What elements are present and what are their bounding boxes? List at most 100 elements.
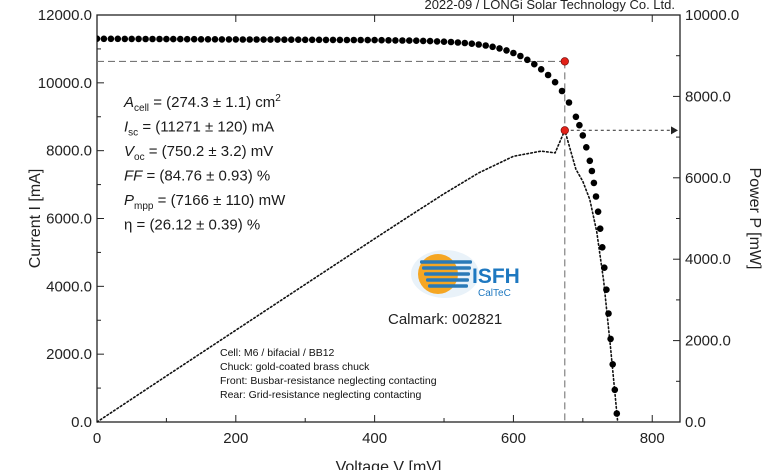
- y-axis-right: 0.0 2000.0 4000.0 6000.0 8000.0 10000.0 Power …: [673, 7, 763, 431]
- current-point: [239, 36, 247, 43]
- current-point: [531, 60, 538, 68]
- current-point: [475, 41, 483, 48]
- current-point: [128, 35, 135, 43]
- current-point: [586, 157, 594, 165]
- logo-stripe: [422, 266, 471, 270]
- current-point: [537, 66, 545, 73]
- current-point: [590, 179, 598, 187]
- current-point: [596, 225, 604, 232]
- parameter-line: FF = (84.76 ± 0.93) %: [124, 168, 270, 185]
- current-point: [447, 38, 455, 46]
- current-point: [274, 36, 281, 43]
- current-point: [588, 167, 596, 175]
- current-point: [204, 36, 212, 43]
- current-point: [315, 36, 323, 44]
- mpp-power-arrow: [671, 126, 678, 135]
- parameter-symbol: η: [124, 217, 132, 234]
- current-point: [322, 36, 330, 44]
- current-point: [107, 35, 115, 43]
- y-right-tick-label: 10000.0: [685, 7, 739, 24]
- logo-stripe: [426, 278, 469, 282]
- parameter-subscript: cell: [134, 103, 149, 114]
- current-point: [551, 78, 559, 86]
- parameter-line: Acell = (274.3 ± 1.1) cm2: [123, 93, 281, 114]
- current-point: [517, 52, 524, 60]
- y-left-tick-label: 8000.0: [46, 143, 92, 160]
- current-point: [524, 56, 531, 64]
- parameter-symbol: FF: [124, 168, 143, 185]
- y-left-tick-label: 12000.0: [38, 7, 92, 24]
- current-point: [601, 264, 608, 272]
- y-left-tick-label: 6000.0: [46, 211, 92, 228]
- plot-area: [97, 35, 678, 423]
- calmark-label: Calmark: 002821: [388, 311, 502, 328]
- current-point: [301, 36, 309, 44]
- y-right-tick-label: 6000.0: [685, 170, 731, 187]
- note-line: Rear: Grid-resistance neglecting contact…: [220, 389, 422, 401]
- current-point: [142, 35, 149, 43]
- current-point: [594, 208, 602, 215]
- current-point: [156, 35, 163, 43]
- current-point: [260, 36, 267, 43]
- current-point: [343, 36, 351, 44]
- current-point: [177, 35, 184, 43]
- parameter-line: Voc = (750.2 ± 3.2) mV: [124, 143, 273, 163]
- y-left-tick-label: 2000.0: [46, 346, 92, 363]
- cell-notes: Cell: M6 / bifacial / BB12 Chuck: gold-co…: [220, 347, 437, 401]
- current-point: [183, 35, 191, 43]
- parameter-subscript: sc: [128, 128, 138, 139]
- current-point: [607, 335, 614, 343]
- current-point: [454, 39, 462, 46]
- current-point: [611, 386, 619, 394]
- current-point: [190, 35, 198, 43]
- parameter-value: = (7166 ± 110) mW: [153, 192, 286, 209]
- y-right-tick-label: 4000.0: [685, 251, 731, 268]
- x-tick-label: 200: [223, 430, 248, 447]
- parameter-value: = (26.12 ± 0.39) %: [132, 217, 260, 234]
- y-left-tick-label: 0.0: [71, 414, 92, 431]
- current-point: [579, 132, 587, 139]
- parameter-symbol: I: [124, 119, 128, 136]
- parameters-block: Acell = (274.3 ± 1.1) cm2 Isc = (11271 ± …: [123, 93, 286, 234]
- logo-stripe: [420, 260, 472, 264]
- current-point: [572, 113, 580, 121]
- current-point: [329, 36, 337, 44]
- current-point: [267, 36, 274, 43]
- parameter-value: = (11271 ± 120) mA: [138, 119, 274, 136]
- mpp-current-marker: [560, 57, 569, 66]
- current-point: [489, 43, 496, 51]
- current-point: [503, 47, 510, 54]
- current-point: [364, 36, 372, 44]
- parameter-symbol: V: [124, 143, 136, 160]
- y-right-axis-label: Power P [mW]: [746, 168, 763, 270]
- y-right-tick-label: 8000.0: [685, 88, 731, 105]
- current-point: [97, 35, 101, 42]
- x-tick-label: 600: [501, 430, 526, 447]
- current-point: [114, 35, 122, 43]
- current-point: [163, 35, 170, 43]
- current-point: [440, 38, 448, 45]
- current-point: [605, 310, 612, 317]
- current-point: [461, 39, 469, 47]
- current-point: [565, 99, 573, 106]
- parameter-symbol: P: [124, 192, 134, 209]
- parameter-superscript: 2: [275, 93, 281, 104]
- current-point: [392, 37, 399, 44]
- current-point: [232, 36, 240, 43]
- current-point: [413, 37, 420, 44]
- current-point: [100, 35, 108, 43]
- x-axis: 0 200 400 600 800 Voltage V [mV]: [93, 15, 665, 475]
- parameter-value: = (274.3 ± 1.1) cm: [149, 94, 275, 111]
- note-line: Chuck: gold-coated brass chuck: [220, 361, 370, 373]
- current-series: [97, 35, 621, 417]
- logo-stripe: [428, 284, 468, 288]
- y-right-tick-label: 2000.0: [685, 333, 731, 350]
- current-point: [592, 193, 600, 200]
- y-axis-left: 0.0 2000.0 4000.0 6000.0 8000.0 10000.0 12000.…: [27, 7, 104, 431]
- current-point: [419, 37, 427, 45]
- parameter-line: Pmpp = (7166 ± 110) mW: [124, 192, 286, 212]
- current-point: [468, 40, 476, 47]
- current-point: [433, 38, 441, 45]
